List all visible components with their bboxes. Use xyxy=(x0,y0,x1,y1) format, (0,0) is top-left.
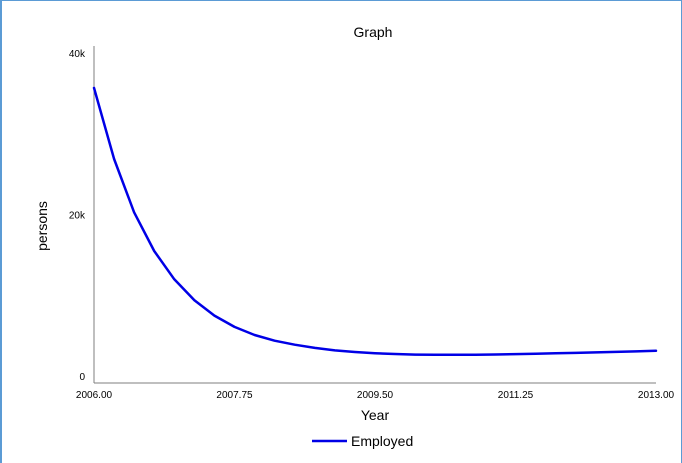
x-tick-label: 2011.25 xyxy=(498,390,534,401)
x-tick-label: 2006.00 xyxy=(76,390,113,401)
series-layer xyxy=(92,86,658,357)
x-tick-label: 2007.75 xyxy=(216,390,253,401)
y-tick-label: 40k xyxy=(69,49,86,60)
legend-label-employed: Employed xyxy=(351,433,413,449)
x-tick-label: 2013.00 xyxy=(638,390,675,401)
legend: Employed xyxy=(312,433,413,449)
x-tick-label: 2009.50 xyxy=(357,390,394,401)
y-tick-label: 0 xyxy=(79,372,85,383)
x-axis-label: Year xyxy=(361,407,390,423)
y-axis-label: persons xyxy=(34,201,50,251)
y-tick-label: 20k xyxy=(69,211,86,222)
x-tick-labels: 2006.00 2007.75 2009.50 2011.25 2013.00 xyxy=(76,390,675,401)
series-line-employed xyxy=(92,86,658,357)
y-tick-labels: 0 20k 40k xyxy=(69,49,86,383)
chart-title: Graph xyxy=(354,24,393,40)
